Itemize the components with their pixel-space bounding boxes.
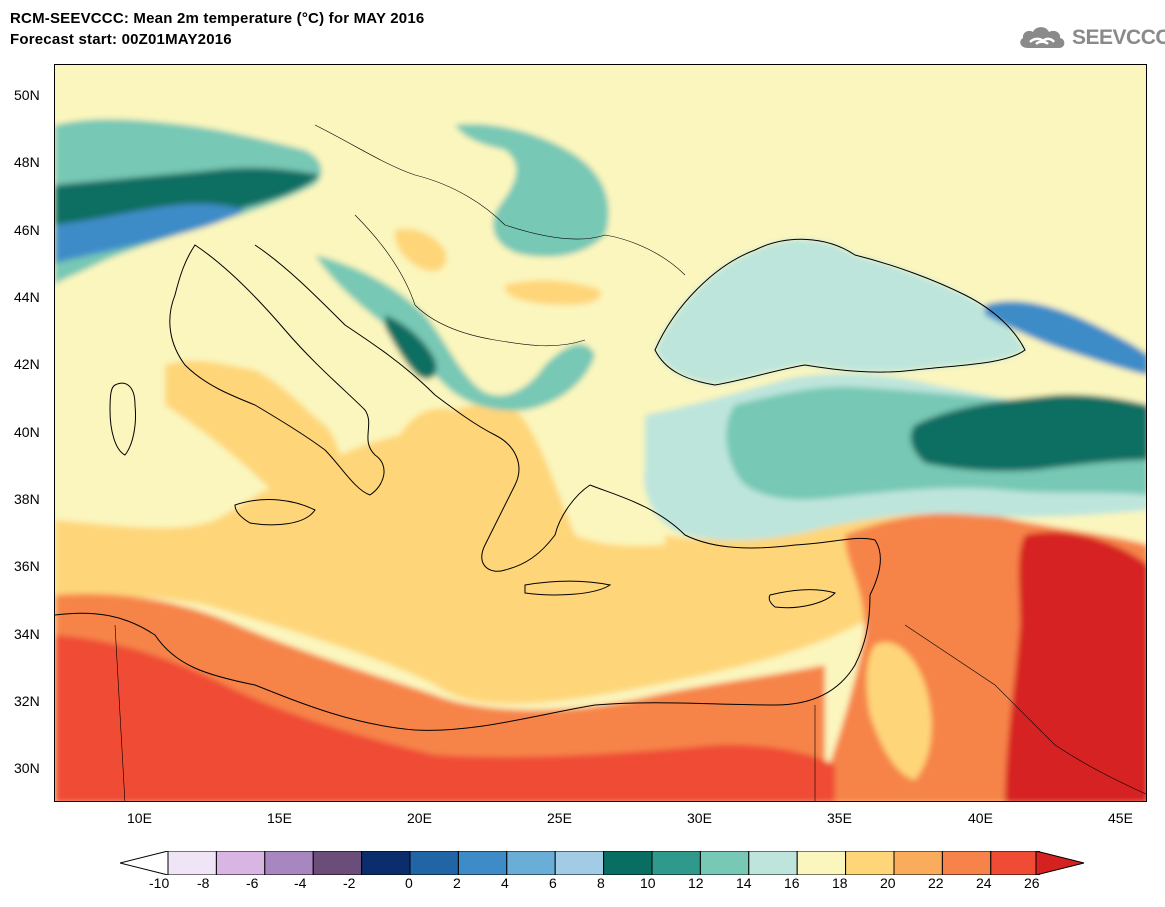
colorbar-label: 26 [1024, 875, 1040, 891]
lat-label-44n: 44N [14, 289, 40, 305]
italy-warm-zone [165, 360, 342, 508]
central-europe-border [314, 124, 686, 276]
balkan-border [354, 214, 586, 347]
colorbar-label: 6 [549, 875, 557, 891]
lat-label-40n: 40N [14, 424, 40, 440]
colorbar-label: 0 [405, 875, 413, 891]
pannonian-warm-zone [395, 228, 447, 272]
lon-label-15e: 15E [267, 810, 292, 826]
lat-label-46n: 46N [14, 222, 40, 238]
cloud-icon [1020, 27, 1065, 48]
colorbar-min-arrow [119, 850, 169, 876]
alps-blue-zone [55, 203, 245, 263]
temperature-colorbar [119, 850, 1085, 880]
adriatic-east-coastline [254, 244, 436, 396]
colorbar-swatch [990, 850, 1040, 876]
colorbar-label: -4 [294, 875, 307, 891]
lon-label-10e: 10E [127, 810, 152, 826]
colorbar-swatch [361, 850, 411, 876]
turkey-south-coastline [589, 484, 881, 596]
temperature-map [54, 64, 1147, 802]
lat-label-42n: 42N [14, 356, 40, 372]
colorbar-swatches [119, 850, 1085, 876]
colorbar-max-arrow [1035, 850, 1085, 876]
lat-label-36n: 36N [14, 558, 40, 574]
sardinia-coastline [109, 382, 136, 456]
black-sea-coastline [654, 238, 1026, 386]
colorbar-swatch [796, 850, 847, 876]
colorbar-label: -10 [149, 875, 170, 891]
lon-label-45e: 45E [1108, 810, 1133, 826]
dinaric-dark-zone [385, 315, 437, 380]
colorbar-swatch [506, 850, 556, 876]
colorbar-label: 18 [832, 875, 848, 891]
balkans-teal-zone [315, 255, 595, 411]
north-africa-hottest-zone [55, 635, 835, 801]
wallachia-warm-zone [505, 280, 601, 305]
sicily-coastline [234, 499, 316, 526]
colorbar-swatch [748, 850, 798, 876]
colorbar-label: 14 [736, 875, 752, 891]
colorbar-swatch [264, 850, 314, 876]
cyprus-coastline [768, 589, 836, 609]
middle-east-border [904, 624, 1146, 795]
lon-label-30e: 30E [687, 810, 712, 826]
colorbar-swatch [651, 850, 701, 876]
lon-label-40e: 40E [968, 810, 993, 826]
arabia-hottest-zone [1005, 531, 1146, 801]
colorbar-label: 2 [453, 875, 461, 891]
map-title: RCM-SEEVCCC: Mean 2m temperature (°C) fo… [10, 10, 425, 27]
caucasus-dark-zone [910, 394, 1146, 472]
colorbar-swatch [167, 850, 217, 876]
colorbar-label: 4 [501, 875, 509, 891]
colorbar-label: 12 [688, 875, 704, 891]
forecast-start-subtitle: Forecast start: 00Z01MAY2016 [10, 31, 232, 48]
carpathians-teal-zone [455, 124, 609, 257]
lat-label-38n: 38N [14, 491, 40, 507]
lat-label-30n: 30N [14, 760, 40, 776]
colorbar-label: -6 [246, 875, 259, 891]
greece-coastline [434, 394, 591, 572]
colorbar-label: -8 [197, 875, 210, 891]
lat-label-32n: 32N [14, 693, 40, 709]
africa-coastline [55, 594, 871, 731]
seevccc-logo: SEEVCCC [1016, 24, 1165, 52]
libya-border [114, 624, 126, 801]
italy-coastline [169, 244, 385, 496]
lon-label-25e: 25E [547, 810, 572, 826]
colorbar-label: 24 [976, 875, 992, 891]
country-borders [114, 124, 1146, 801]
colorbar-label: -2 [343, 875, 356, 891]
lat-label-50n: 50N [14, 87, 40, 103]
colorbar-label: 10 [640, 875, 656, 891]
jordan-warm-zone [866, 642, 932, 780]
lon-label-35e: 35E [827, 810, 852, 826]
temperature-field [55, 65, 1146, 801]
colorbar-swatch [699, 850, 750, 876]
coastlines [55, 238, 1026, 731]
colorbar-swatch [893, 850, 943, 876]
colorbar-swatch [409, 850, 459, 876]
crete-coastline [524, 580, 612, 596]
colorbar-swatch [457, 850, 508, 876]
colorbar-swatch [941, 850, 992, 876]
lat-label-48n: 48N [14, 154, 40, 170]
colorbar-swatch [603, 850, 653, 876]
mediterranean-warm-zone [55, 403, 890, 704]
colorbar-swatch [554, 850, 605, 876]
caucasus-blue-zone [985, 301, 1146, 375]
logo-text: SEEVCCC [1072, 26, 1165, 49]
colorbar-swatch [845, 850, 895, 876]
colorbar-swatch [215, 850, 266, 876]
lon-label-20e: 20E [407, 810, 432, 826]
lat-label-34n: 34N [14, 626, 40, 642]
colorbar-label: 16 [784, 875, 800, 891]
colorbar-label: 20 [880, 875, 896, 891]
colorbar-swatch [312, 850, 363, 876]
black-sea-cool-zone [655, 239, 1025, 385]
colorbar-label: 8 [597, 875, 605, 891]
colorbar-label: 22 [928, 875, 944, 891]
